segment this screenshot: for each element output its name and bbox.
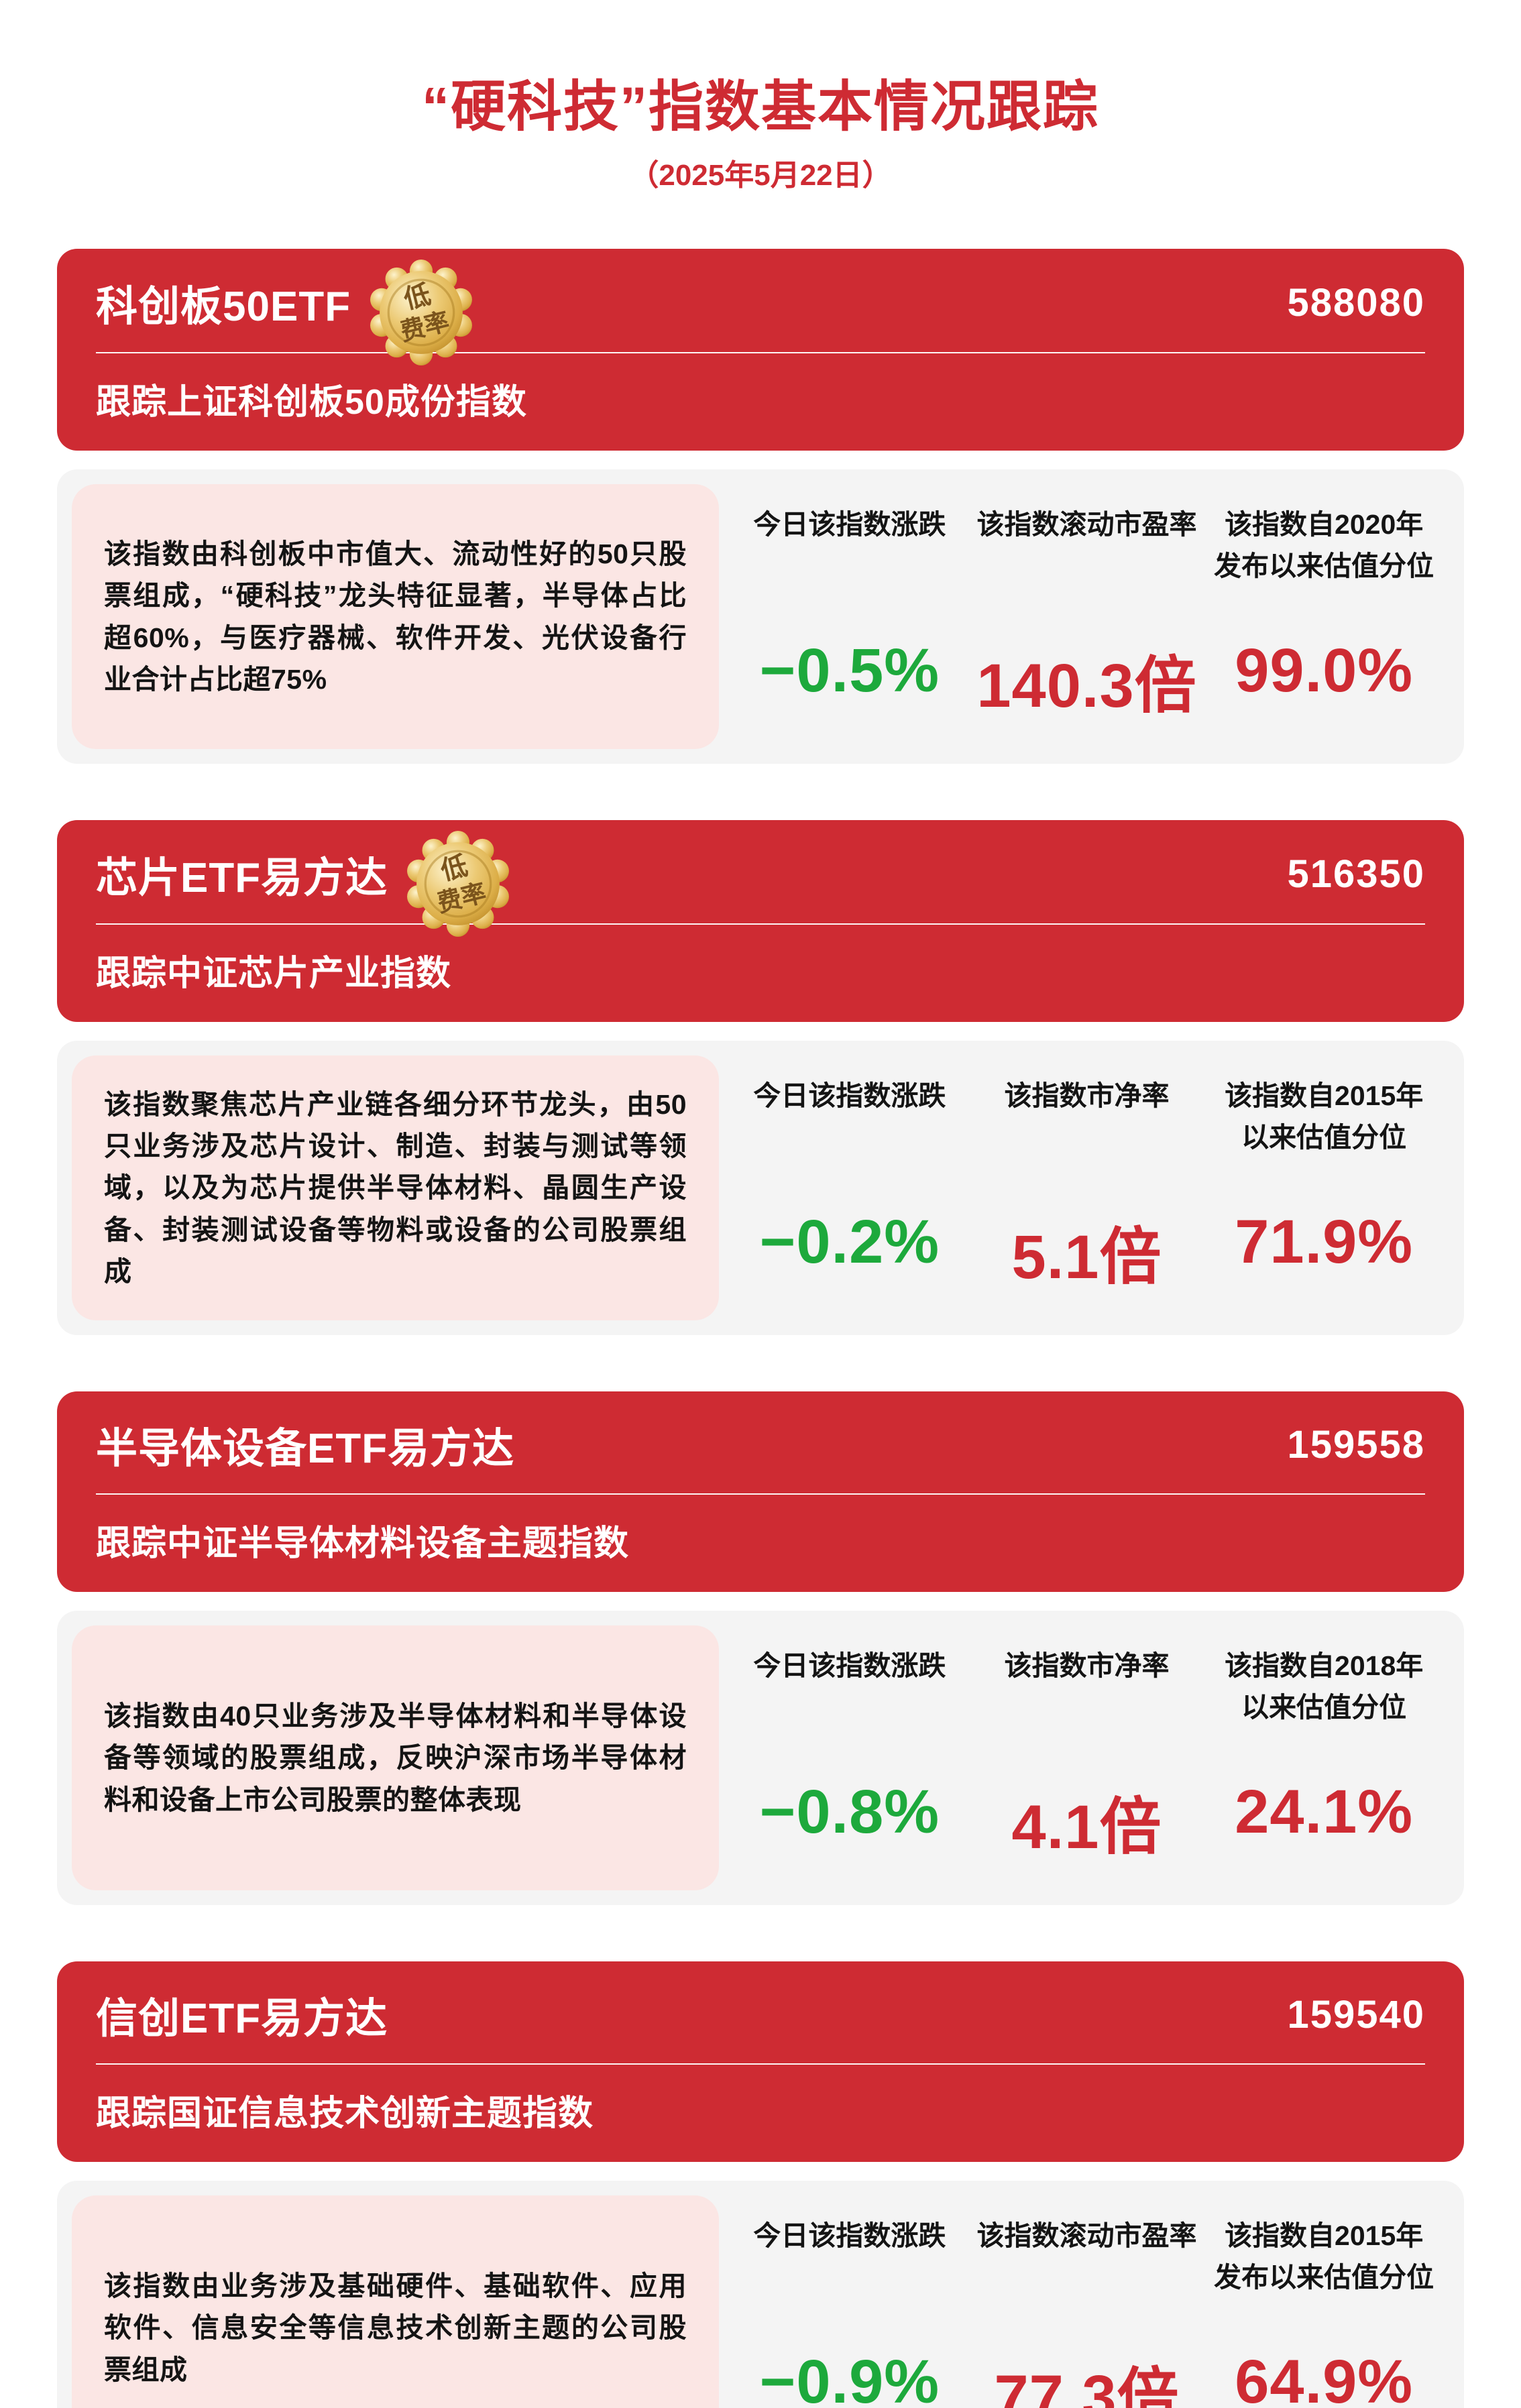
metric-value: 77.3倍	[994, 2363, 1180, 2408]
card-body: 该指数聚焦芯片产业链各细分环节龙头，由50只业务涉及芯片设计、制造、封装与测试等…	[57, 1041, 1464, 1335]
metric-label: 该指数自2018年 以来估值分位	[1225, 1650, 1424, 1723]
etf-code: 516350	[1287, 852, 1425, 896]
metric-label: 今日该指数涨跌	[753, 1650, 946, 1681]
metric-value: −0.2%	[759, 1208, 940, 1276]
card-header: 芯片ETF易方达 低	[57, 820, 1464, 1022]
metric-label: 该指数市净率	[1004, 1650, 1170, 1681]
card-header: 信创ETF易方达 159540 跟踪国证信息技术创新主题指数	[57, 1961, 1464, 2162]
index-description: 该指数由业务涉及基础硬件、基础软件、应用软件、信息安全等信息技术创新主题的公司股…	[72, 2195, 719, 2408]
etf-name: 信创ETF易方达	[96, 1996, 388, 2042]
metric-value: −0.5%	[759, 636, 940, 705]
low-fee-badge-icon: 低 费率	[370, 260, 473, 365]
metric-value: 99.0%	[1235, 636, 1414, 705]
tracking-index-label: 跟踪中证半导体材料设备主题指数	[96, 1524, 630, 1563]
metric-value: 4.1倍	[1011, 1793, 1162, 1861]
metric-value: −0.8%	[759, 1778, 940, 1846]
metric-valuation-percentile: 该指数自2015年 发布以来估值分位 64.9%	[1205, 2216, 1443, 2408]
etf-code: 159558	[1287, 1422, 1425, 1467]
low-fee-badge-icon: 低 费率	[407, 831, 510, 937]
tracking-index-label: 跟踪中证芯片产业指数	[96, 954, 452, 993]
page-subtitle: （2025年5月22日）	[629, 159, 892, 192]
index-description-text: 该指数聚焦芯片产业链各细分环节龙头，由50只业务涉及芯片设计、制造、封装与测试等…	[104, 1088, 687, 1287]
etf-name: 科创板50ETF	[96, 284, 351, 330]
metric-label: 该指数滚动市盈率	[976, 2220, 1197, 2251]
etf-name: 芯片ETF易方达	[96, 855, 388, 901]
etf-name: 半导体设备ETF易方达	[96, 1426, 515, 1472]
metric-daily-change: 今日该指数涨跌 −0.5%	[731, 504, 968, 725]
card-header: 半导体设备ETF易方达 159558 跟踪中证半导体材料设备主题指数	[57, 1391, 1464, 1592]
tracking-index-label: 跟踪上证科创板50成份指数	[96, 383, 527, 422]
metric-valuation-ratio: 该指数滚动市盈率 77.3倍	[968, 2216, 1206, 2408]
header-divider	[96, 2063, 1425, 2065]
etf-code: 588080	[1287, 280, 1425, 325]
tracking-index-label: 跟踪国证信息技术创新主题指数	[96, 2094, 594, 2133]
metric-value: 71.9%	[1235, 1208, 1414, 1276]
index-description: 该指数由科创板中市值大、流动性好的50只股票组成，“硬科技”龙头特征显著，半导体…	[72, 484, 719, 749]
metric-valuation-ratio: 该指数市净率 5.1倍	[968, 1076, 1206, 1296]
card-body: 该指数由科创板中市值大、流动性好的50只股票组成，“硬科技”龙头特征显著，半导体…	[57, 469, 1464, 764]
metric-daily-change: 今日该指数涨跌 −0.8%	[731, 1646, 968, 1866]
metric-label: 今日该指数涨跌	[753, 1080, 946, 1111]
metric-label: 该指数市净率	[1004, 1080, 1170, 1111]
metric-label: 今日该指数涨跌	[753, 2220, 946, 2251]
metric-valuation-percentile: 该指数自2020年 发布以来估值分位 99.0%	[1205, 504, 1443, 725]
header-divider	[96, 1493, 1425, 1495]
etf-card-list: 科创板50ETF	[57, 249, 1464, 2408]
metric-label: 该指数滚动市盈率	[976, 509, 1197, 540]
header-divider	[96, 923, 1425, 925]
etf-card-588080: 科创板50ETF	[57, 249, 1464, 764]
metric-label: 该指数自2015年 发布以来估值分位	[1214, 2220, 1434, 2293]
card-body: 该指数由业务涉及基础硬件、基础软件、应用软件、信息安全等信息技术创新主题的公司股…	[57, 2181, 1464, 2408]
metric-value: 64.9%	[1235, 2348, 1414, 2408]
metric-label: 该指数自2020年 发布以来估值分位	[1214, 509, 1434, 581]
etf-card-516350: 芯片ETF易方达 低	[57, 820, 1464, 1335]
card-body: 该指数由40只业务涉及半导体材料和半导体设备等领域的股票组成，反映沪深市场半导体…	[57, 1611, 1464, 1905]
index-description-text: 该指数由业务涉及基础硬件、基础软件、应用软件、信息安全等信息技术创新主题的公司股…	[104, 2271, 687, 2385]
metrics-row: 今日该指数涨跌 −0.9% 该指数滚动市盈率 77.3倍 该指数自2015年 发…	[719, 2195, 1449, 2408]
index-description: 该指数由40只业务涉及半导体材料和半导体设备等领域的股票组成，反映沪深市场半导体…	[72, 1625, 719, 1890]
metric-valuation-percentile: 该指数自2018年 以来估值分位 24.1%	[1205, 1646, 1443, 1866]
metric-daily-change: 今日该指数涨跌 −0.9%	[731, 2216, 968, 2408]
title-block: “硬科技”指数基本情况跟踪 （2025年5月22日）	[57, 0, 1464, 194]
card-header-row: 芯片ETF易方达 低	[96, 831, 1425, 937]
card-header-row: 半导体设备ETF易方达 159558	[96, 1414, 1425, 1475]
card-header: 科创板50ETF	[57, 249, 1464, 451]
card-header-row: 科创板50ETF	[96, 260, 1425, 365]
metric-label: 该指数自2015年 以来估值分位	[1225, 1080, 1424, 1153]
metric-value: 24.1%	[1235, 1778, 1414, 1846]
metric-label: 今日该指数涨跌	[753, 509, 946, 540]
metric-value: 140.3倍	[976, 652, 1197, 720]
metrics-row: 今日该指数涨跌 −0.5% 该指数滚动市盈率 140.3倍 该指数自2020年 …	[719, 484, 1449, 749]
metric-value: −0.9%	[759, 2348, 940, 2408]
etf-code: 159540	[1287, 1992, 1425, 2037]
page-title: “硬科技”指数基本情况跟踪	[421, 76, 1099, 137]
metric-valuation-percentile: 该指数自2015年 以来估值分位 71.9%	[1205, 1076, 1443, 1296]
etf-card-159540: 信创ETF易方达 159540 跟踪国证信息技术创新主题指数 该指数由业务涉及基…	[57, 1961, 1464, 2408]
card-header-row: 信创ETF易方达 159540	[96, 1984, 1425, 2045]
metric-value: 5.1倍	[1011, 1223, 1162, 1292]
metrics-row: 今日该指数涨跌 −0.2% 该指数市净率 5.1倍 该指数自2015年 以来估值…	[719, 1055, 1449, 1320]
metric-daily-change: 今日该指数涨跌 −0.2%	[731, 1076, 968, 1296]
index-description-text: 该指数由40只业务涉及半导体材料和半导体设备等领域的股票组成，反映沪深市场半导体…	[104, 1701, 687, 1815]
etf-card-159558: 半导体设备ETF易方达 159558 跟踪中证半导体材料设备主题指数 该指数由4…	[57, 1391, 1464, 1905]
header-divider	[96, 352, 1425, 353]
index-description-text: 该指数由科创板中市值大、流动性好的50只股票组成，“硬科技”龙头特征显著，半导体…	[104, 538, 687, 695]
index-description: 该指数聚焦芯片产业链各细分环节龙头，由50只业务涉及芯片设计、制造、封装与测试等…	[72, 1055, 719, 1320]
metric-valuation-ratio: 该指数市净率 4.1倍	[968, 1646, 1206, 1866]
metric-valuation-ratio: 该指数滚动市盈率 140.3倍	[968, 504, 1206, 725]
metrics-row: 今日该指数涨跌 −0.8% 该指数市净率 4.1倍 该指数自2018年 以来估值…	[719, 1625, 1449, 1890]
